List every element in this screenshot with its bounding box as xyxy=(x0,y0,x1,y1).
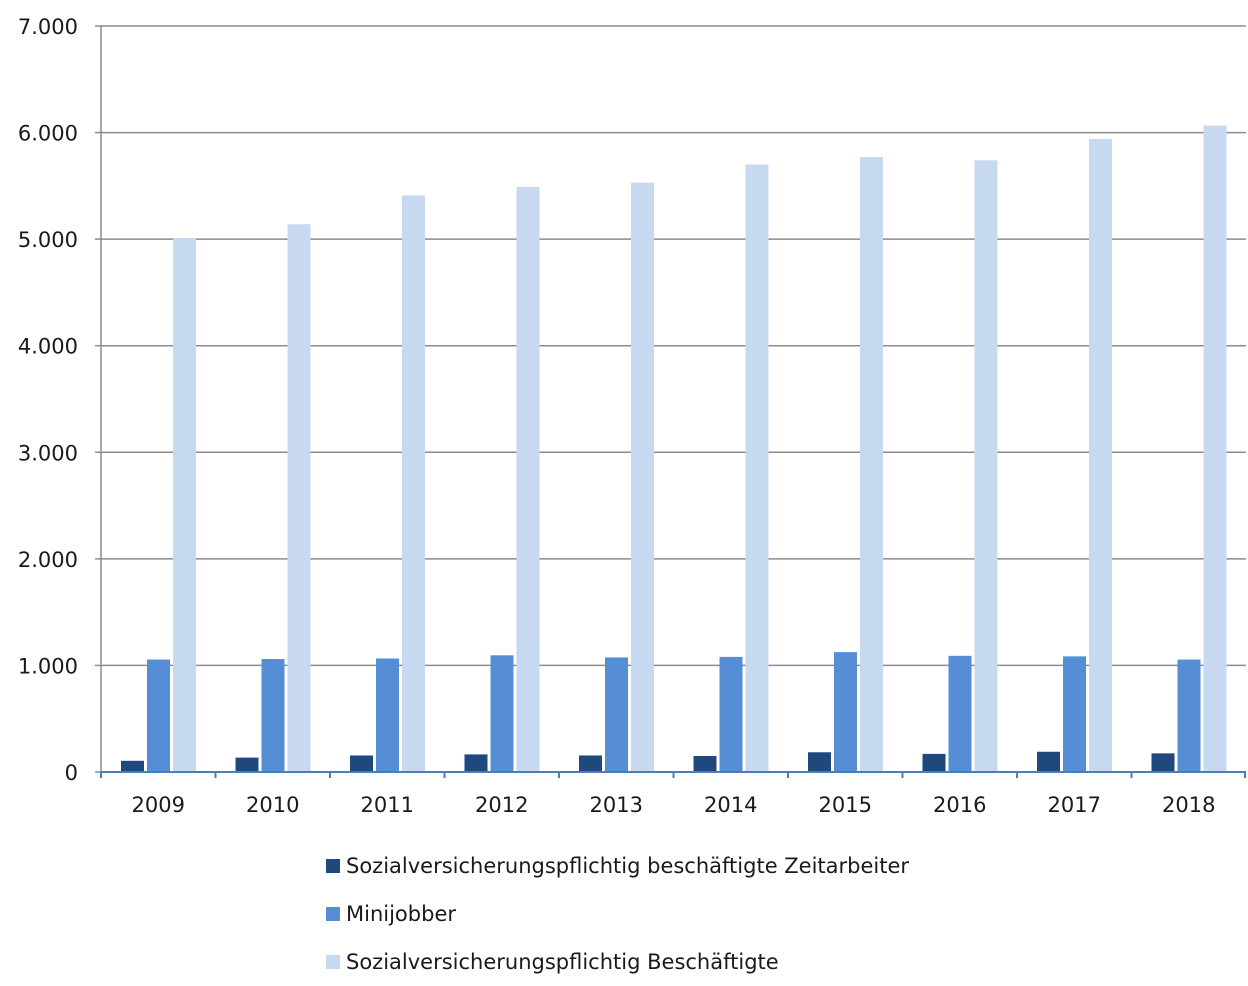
legend-item-zeitarbeiter: Sozialversicherungspflichtig beschäftigt… xyxy=(326,842,909,890)
bar-2-2010 xyxy=(287,224,311,773)
bar-0-2010 xyxy=(235,757,259,772)
bar-0-2013 xyxy=(579,755,602,772)
legend-swatch-zeitarbeiter xyxy=(326,859,340,873)
bar-2-2017 xyxy=(1089,138,1112,773)
bar-chart: 0 1.000 2.000 3.000 4.000 5.000 6.000 7.000 200… xyxy=(18,15,1246,817)
bar-1-2012 xyxy=(490,655,514,772)
bar-1-2013 xyxy=(605,657,628,772)
bar-0-2014 xyxy=(693,756,717,772)
bar-1-2014 xyxy=(719,656,743,772)
bars xyxy=(121,125,1227,773)
bar-1-2015 xyxy=(834,652,857,772)
bar-0-2015 xyxy=(808,752,831,772)
y-tick-label-0: 0 xyxy=(65,761,78,785)
legend-swatch-beschaeftigte xyxy=(326,955,340,969)
x-tick-label-2015: 2015 xyxy=(819,793,872,817)
bar-0-2011 xyxy=(350,755,373,772)
legend-item-minijobber: Minijobber xyxy=(326,890,909,938)
bar-0-2017 xyxy=(1037,751,1060,772)
bar-0-2016 xyxy=(922,753,946,772)
bar-1-2009 xyxy=(147,659,170,772)
bar-1-2011 xyxy=(376,658,399,772)
bar-1-2017 xyxy=(1063,656,1086,772)
bar-2-2009 xyxy=(173,238,196,772)
x-tick-label-2014: 2014 xyxy=(704,793,757,817)
y-tick-labels: 0 1.000 2.000 3.000 4.000 5.000 6.000 7.000 xyxy=(18,15,78,785)
x-tick-label-2018: 2018 xyxy=(1162,793,1215,817)
y-tick-label-5: 5.000 xyxy=(18,228,78,252)
y-tick-label-7: 7.000 xyxy=(18,15,78,39)
bar-2-2016 xyxy=(974,160,998,772)
axes xyxy=(95,25,1246,778)
x-tick-label-2011: 2011 xyxy=(361,793,414,817)
x-tick-label-2017: 2017 xyxy=(1048,793,1101,817)
x-tick-label-2009: 2009 xyxy=(132,793,185,817)
legend-swatch-minijobber xyxy=(326,907,340,921)
y-tick-label-2: 2.000 xyxy=(18,548,78,572)
legend-label-minijobber: Minijobber xyxy=(346,902,456,926)
bar-2-2015 xyxy=(860,157,883,772)
legend-item-beschaeftigte: Sozialversicherungspflichtig Beschäftigt… xyxy=(326,938,909,986)
y-tick-label-1: 1.000 xyxy=(18,654,78,678)
y-tick-label-3: 3.000 xyxy=(18,441,78,465)
bar-1-2016 xyxy=(948,655,972,772)
bar-0-2018 xyxy=(1151,753,1175,772)
x-tick-label-2013: 2013 xyxy=(590,793,643,817)
bar-0-2012 xyxy=(464,754,488,772)
bar-0-2009 xyxy=(121,760,144,772)
bar-1-2018 xyxy=(1177,659,1201,772)
y-tick-label-6: 6.000 xyxy=(18,122,78,146)
x-tick-label-2012: 2012 xyxy=(475,793,528,817)
bar-2-2014 xyxy=(745,164,769,773)
x-tick-label-2010: 2010 xyxy=(246,793,299,817)
bar-2-2018 xyxy=(1203,125,1227,772)
legend-label-beschaeftigte: Sozialversicherungspflichtig Beschäftigt… xyxy=(346,950,779,974)
bar-2-2012 xyxy=(516,186,540,772)
bar-2-2011 xyxy=(402,195,425,772)
x-tick-label-2016: 2016 xyxy=(933,793,986,817)
legend: Sozialversicherungspflichtig beschäftigt… xyxy=(326,842,909,986)
legend-label-zeitarbeiter: Sozialversicherungspflichtig beschäftigt… xyxy=(346,854,910,878)
y-tick-label-4: 4.000 xyxy=(18,335,78,359)
grid-lines xyxy=(101,25,1246,667)
bar-2-2013 xyxy=(631,182,654,772)
x-tick-labels: 2009 2010 2011 2012 2013 2014 2015 2016 2017 2018 xyxy=(132,793,1216,817)
bar-1-2010 xyxy=(261,659,285,772)
